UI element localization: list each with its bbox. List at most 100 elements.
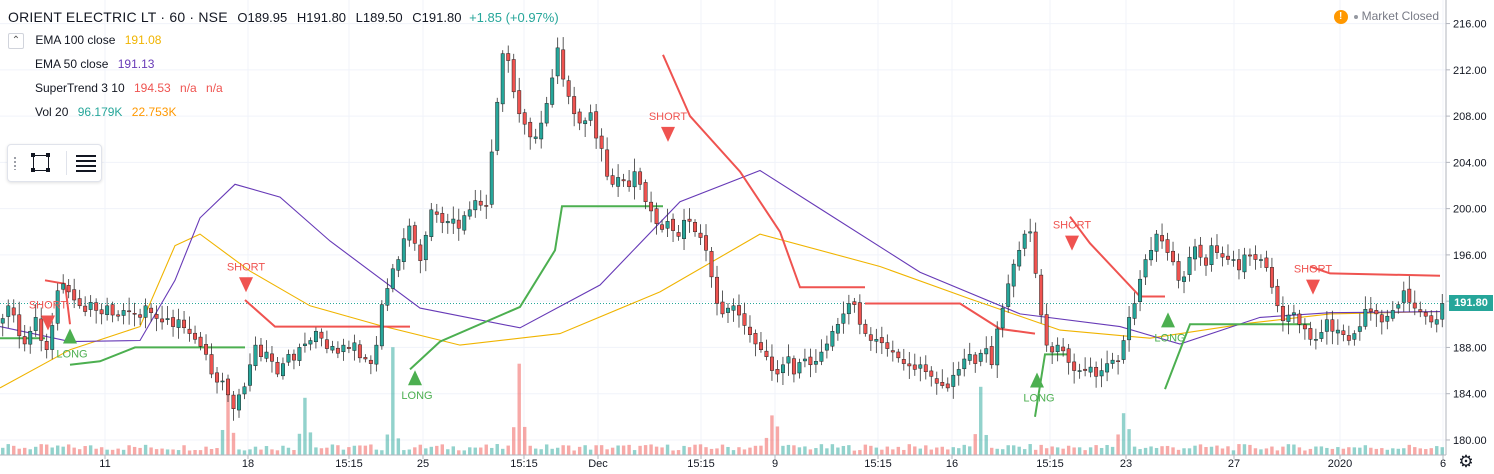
volume-bar bbox=[1385, 449, 1390, 455]
volume-bar bbox=[138, 447, 142, 455]
volume-bar bbox=[204, 446, 208, 455]
volume-bar bbox=[396, 438, 401, 455]
volume-bar bbox=[1083, 450, 1087, 455]
candle bbox=[775, 360, 780, 383]
volume-bar bbox=[1215, 445, 1219, 455]
candle bbox=[489, 139, 494, 209]
candle bbox=[940, 369, 945, 389]
candle bbox=[374, 336, 379, 372]
candle bbox=[1061, 338, 1066, 357]
time-axis: 11 18 15:15 25 15:15 Dec 15:15 9 15:15 16 15:15 23 2… bbox=[0, 454, 1446, 470]
volume-bar bbox=[1308, 448, 1313, 455]
candle-body bbox=[445, 221, 450, 224]
volume-bar bbox=[1314, 446, 1318, 455]
collapse-caret-icon[interactable]: ⌃ bbox=[8, 32, 24, 49]
drag-handle-icon[interactable] bbox=[13, 156, 17, 170]
candle bbox=[248, 353, 252, 392]
candle bbox=[1440, 294, 1445, 328]
supertrend-segment bbox=[662, 54, 865, 289]
candle-body bbox=[1050, 346, 1055, 353]
volume-bar bbox=[512, 427, 516, 455]
candle-body bbox=[769, 356, 774, 371]
signal-label: LONG bbox=[56, 349, 87, 361]
candle-body bbox=[171, 317, 176, 327]
indicator-value: 191.13 bbox=[117, 57, 155, 71]
candle-body bbox=[709, 251, 714, 278]
candle bbox=[72, 278, 77, 309]
gear-icon[interactable]: ⚙ bbox=[1458, 452, 1474, 471]
candle-body bbox=[396, 259, 401, 271]
time-tick-label: 23 bbox=[1120, 458, 1132, 470]
candle-body bbox=[951, 374, 956, 387]
candle bbox=[77, 289, 82, 309]
volume-bar bbox=[1341, 448, 1346, 455]
candle-body bbox=[830, 330, 835, 347]
lines-menu-icon[interactable] bbox=[74, 153, 98, 173]
candle bbox=[1215, 234, 1219, 260]
volume-bar bbox=[330, 444, 335, 455]
candle-body bbox=[528, 121, 533, 138]
candle bbox=[1275, 279, 1280, 313]
candle-body bbox=[226, 378, 230, 396]
ohlc-close: C191.80 bbox=[412, 10, 462, 25]
candle-body bbox=[407, 225, 412, 241]
candle bbox=[1000, 303, 1005, 338]
indicator-value: 194.53 bbox=[133, 81, 171, 95]
candle bbox=[1022, 230, 1027, 257]
candle bbox=[1324, 311, 1329, 345]
candle-body bbox=[291, 353, 296, 361]
volume-bar bbox=[182, 445, 186, 455]
legend-volume[interactable]: Vol 20 96.179K 22.753K bbox=[35, 103, 183, 121]
volume-bar bbox=[34, 446, 38, 455]
volume-bar bbox=[418, 444, 423, 455]
legend-supertrend[interactable]: SuperTrend 3 10 194.53 n/a n/a bbox=[35, 79, 229, 97]
volume-bar bbox=[1281, 446, 1285, 455]
volume-bar bbox=[869, 445, 873, 455]
rectangle-select-icon[interactable] bbox=[30, 152, 52, 174]
candle bbox=[467, 201, 472, 220]
volume-bar bbox=[484, 444, 488, 455]
volume-bar bbox=[407, 449, 412, 455]
candle bbox=[429, 202, 434, 242]
candle-body bbox=[1061, 346, 1066, 352]
candle-body bbox=[764, 350, 769, 357]
candle-body bbox=[149, 307, 154, 313]
volume-bar bbox=[566, 445, 571, 455]
candle bbox=[275, 356, 280, 378]
candle-body bbox=[39, 318, 44, 341]
volume-bar bbox=[237, 449, 241, 455]
candle bbox=[1390, 301, 1395, 322]
legend-ema100[interactable]: ⌃ EMA 100 close 191.08 bbox=[8, 31, 167, 49]
volume-bar bbox=[1187, 448, 1192, 455]
candle-body bbox=[791, 358, 796, 375]
legend-ema50[interactable]: EMA 50 close 191.13 bbox=[35, 55, 160, 73]
short-signal: SHORT bbox=[227, 261, 265, 293]
ohlc-low: L189.50 bbox=[355, 10, 403, 25]
symbol-title[interactable]: ORIENT ELECTRIC LT · 60 · NSE bbox=[8, 9, 228, 25]
candle bbox=[737, 294, 741, 328]
candle bbox=[88, 295, 93, 317]
supertrend-segment bbox=[1164, 323, 1310, 390]
market-status[interactable]: ! Market Closed bbox=[1333, 9, 1439, 24]
candle-body bbox=[83, 305, 88, 312]
long-arrow-icon bbox=[1161, 312, 1175, 328]
volume-bar bbox=[1077, 447, 1082, 455]
candle-body bbox=[687, 218, 692, 222]
volume-bar bbox=[979, 386, 983, 455]
candle bbox=[1050, 342, 1055, 364]
candle bbox=[1039, 269, 1044, 324]
candle bbox=[324, 330, 329, 354]
market-status-label: Market Closed bbox=[1361, 9, 1439, 23]
candle-body bbox=[1165, 239, 1170, 253]
candle bbox=[764, 339, 769, 361]
candle-body bbox=[237, 394, 241, 411]
candle bbox=[281, 357, 285, 380]
candle-body bbox=[605, 149, 610, 177]
volume-bar bbox=[968, 446, 972, 455]
candle-body bbox=[401, 238, 406, 262]
candle bbox=[753, 329, 758, 357]
volume-bar bbox=[555, 447, 560, 455]
candle-body bbox=[588, 112, 593, 121]
short-arrow-icon bbox=[1065, 235, 1079, 251]
